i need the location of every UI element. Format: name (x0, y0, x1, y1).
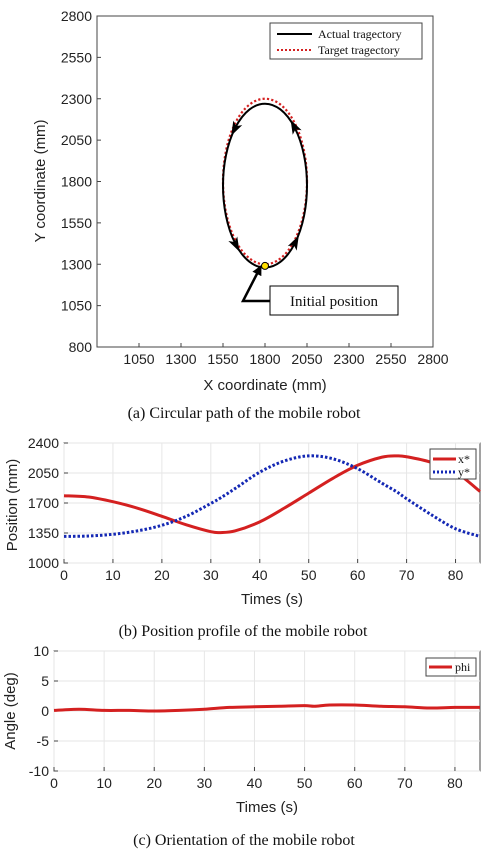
panel-b: 0 10 20 30 40 50 60 70 80 1000 1350 1700 2050 2400 x… (4, 435, 481, 640)
x-tick-label: 70 (399, 567, 415, 583)
y-tick-label: 2800 (61, 8, 92, 24)
panel-b-x-ticks: 0 10 20 30 40 50 60 70 80 (60, 559, 464, 583)
direction-arrow (287, 235, 299, 251)
panel-a-y-ticks: 800 1050 1300 1550 1800 2050 2300 2550 2800 (61, 8, 101, 355)
y-tick-label: 1350 (28, 525, 59, 541)
panel-c-y-ticks: -10 -5 0 5 10 (29, 643, 58, 779)
direction-arrow (231, 120, 243, 136)
legend-label-phi: phi (455, 660, 471, 674)
x-tick-label: 1800 (249, 351, 280, 367)
panel-b-series (63, 454, 481, 538)
y-tick-label: 2050 (28, 465, 59, 481)
panel-c-xlabel: Times (s) (236, 799, 298, 816)
panel-b-legend: x* y* (429, 448, 477, 480)
initial-position-annotation: Initial position (240, 265, 399, 316)
y-tick-label: 1700 (28, 495, 59, 511)
panel-c-grid (53, 650, 480, 772)
legend-label-actual: Actual tragectory (318, 27, 402, 41)
y-tick-label: -5 (37, 733, 50, 749)
panel-a-xlabel: X coordinate (mm) (203, 377, 326, 394)
x-tick-label: 2550 (375, 351, 406, 367)
panel-b-caption: (b) Position profile of the mobile robot (119, 623, 368, 640)
x-tick-label: 2800 (417, 351, 448, 367)
y-tick-label: 1000 (28, 555, 59, 571)
panel-b-y-ticks: 1000 1350 1700 2050 2400 (28, 435, 68, 571)
x-tick-label: 20 (154, 567, 170, 583)
y-tick-label: 1550 (61, 215, 92, 231)
y-tick-label: 2050 (61, 132, 92, 148)
panel-c: 0 10 20 30 40 50 60 70 80 -10 -5 0 5 10 phi Times (s… (2, 643, 481, 849)
y-tick-label: 1800 (61, 174, 92, 190)
y-tick-label: 2550 (61, 49, 92, 65)
y-tick-label: -10 (29, 763, 49, 779)
x-tick-label: 1300 (165, 351, 196, 367)
panel-c-ylabel: Angle (deg) (2, 672, 19, 750)
panel-a-series (221, 97, 309, 270)
x-tick-label: 0 (50, 775, 58, 791)
panel-a-x-ticks: 1050 1300 1550 1800 2050 2300 2550 2800 (123, 343, 449, 367)
x-tick-label: 50 (301, 567, 317, 583)
x-tick-label: 2300 (333, 351, 364, 367)
y-tick-label: 2300 (61, 91, 92, 107)
x-tick-label: 2050 (291, 351, 322, 367)
x-tick-label: 40 (252, 567, 268, 583)
x-tick-label: 10 (105, 567, 121, 583)
y-tick-label: 5 (41, 673, 49, 689)
x-tick-label: 70 (397, 775, 413, 791)
series-line-phi (53, 703, 481, 713)
x-tick-label: 80 (448, 567, 464, 583)
direction-arrow (228, 236, 240, 252)
panel-c-caption: (c) Orientation of the mobile robot (133, 832, 355, 849)
x-tick-label: 80 (447, 775, 463, 791)
annotation-arrow (240, 265, 270, 303)
y-tick-label: 10 (33, 643, 49, 659)
panel-b-ylabel: Position (mm) (4, 459, 21, 552)
panel-a-caption: (a) Circular path of the mobile robot (128, 405, 361, 422)
annotation-label: Initial position (290, 294, 378, 310)
series-line-y (63, 454, 481, 538)
y-tick-label: 1050 (61, 298, 92, 314)
direction-arrow (290, 119, 302, 135)
y-tick-label: 2400 (28, 435, 59, 451)
legend-label-y: y* (458, 465, 470, 479)
y-tick-label: 1300 (61, 256, 92, 272)
panel-a: 1050 1300 1550 1800 2050 2300 2550 2800 800 1050… (32, 8, 449, 422)
x-tick-label: 30 (203, 567, 219, 583)
panel-b-grid (63, 442, 480, 564)
panel-c-legend: phi (425, 657, 477, 677)
x-tick-label: 30 (197, 775, 213, 791)
series-line-x (63, 454, 481, 535)
y-tick-label: 0 (41, 703, 49, 719)
initial-position-marker (261, 261, 269, 270)
x-tick-label: 40 (247, 775, 263, 791)
x-tick-label: 0 (60, 567, 68, 583)
panel-c-x-ticks: 0 10 20 30 40 50 60 70 80 (50, 767, 463, 791)
x-tick-label: 50 (297, 775, 313, 791)
legend-label-target: Target tragectory (318, 43, 400, 57)
legend-label-x: x* (458, 452, 470, 466)
x-tick-label: 1550 (207, 351, 238, 367)
x-tick-label: 10 (96, 775, 112, 791)
panel-a-ylabel: Y coordinate (mm) (32, 119, 49, 242)
x-tick-label: 1050 (123, 351, 154, 367)
x-tick-label: 60 (347, 775, 363, 791)
panel-b-xlabel: Times (s) (241, 591, 303, 608)
panel-c-series (53, 703, 481, 713)
x-tick-label: 60 (350, 567, 366, 583)
panel-a-legend: Actual tragectory Target tragectory (269, 22, 423, 60)
y-tick-label: 800 (69, 339, 93, 355)
x-tick-label: 20 (146, 775, 162, 791)
